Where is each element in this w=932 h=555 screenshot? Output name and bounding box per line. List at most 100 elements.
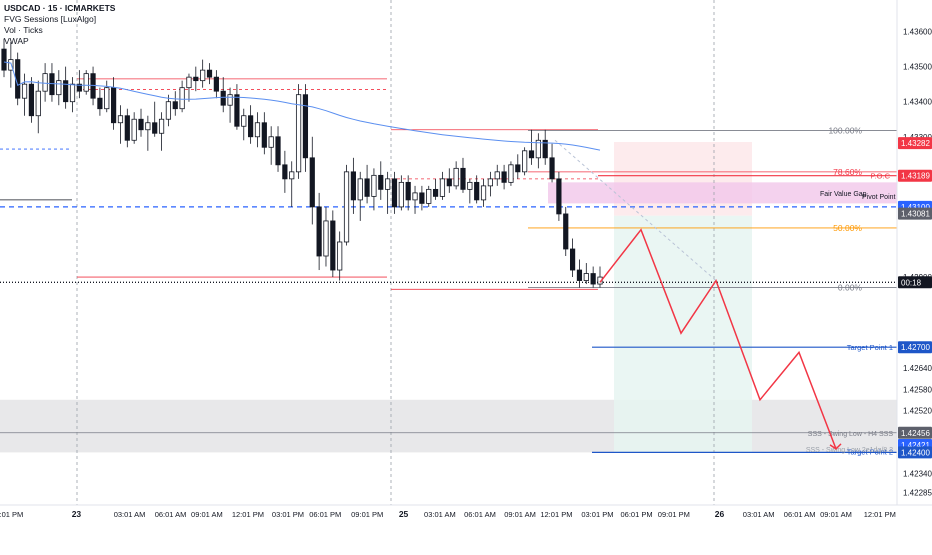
candle-body-38: [261, 122, 267, 148]
candle-body-8: [56, 80, 62, 96]
fib-label-1: 78.60%: [833, 167, 862, 177]
candle-body-73: [501, 171, 507, 183]
candle-body-55: [378, 174, 384, 190]
candle-body-28: [193, 76, 199, 82]
candle-body-32: [220, 90, 226, 106]
sss1-label: SSS - Swing Low - H4 SSS: [808, 431, 894, 438]
candle-body-70: [480, 185, 487, 201]
fvg-zone: [548, 182, 897, 204]
y-tick-label-5: 1.42640: [903, 364, 932, 373]
x-tick-label-7: 06:01 PM: [309, 510, 341, 519]
legend-indicator-vol[interactable]: Vol · Ticks: [4, 25, 43, 35]
candle-body-22: [152, 122, 158, 134]
candle-body-23: [158, 118, 165, 134]
candle-body-39: [268, 136, 274, 148]
x-tick-label-1: 23: [72, 509, 82, 519]
candle-body-63: [432, 188, 439, 197]
candle-body-77: [528, 150, 535, 159]
sss-zone: [0, 399, 897, 453]
risk-zone: [614, 142, 752, 216]
fib-label-0: 100.00%: [828, 125, 862, 135]
price-tag-0: [898, 137, 932, 150]
candle-body-86: [590, 273, 596, 285]
candle-body-52: [357, 178, 363, 201]
candle-body-83: [569, 248, 576, 271]
y-tick-label-8: 1.42340: [903, 469, 932, 478]
candle-body-29: [200, 69, 206, 82]
sss2-label: SSS - Swing Low 2e1dg/8 2: [806, 447, 893, 454]
candle-body-17: [117, 115, 124, 124]
legend-indicator-fvg[interactable]: FVG Sessions [LuxAlgo]: [4, 14, 97, 24]
price-tag-3: [898, 207, 932, 220]
candle-body-78: [535, 139, 541, 159]
candle-body-54: [371, 174, 377, 197]
candle-body-64: [439, 178, 446, 197]
candle-body-59: [405, 181, 411, 201]
candle-body-3: [21, 83, 28, 99]
candle-body-9: [63, 80, 69, 103]
candle-body-82: [563, 213, 569, 250]
candle-body-14: [97, 97, 103, 110]
x-tick-label-16: 09:01 PM: [658, 510, 690, 519]
x-tick-label-8: 09:01 PM: [351, 510, 383, 519]
candle-body-41: [282, 164, 288, 180]
candle-body-30: [206, 69, 213, 78]
candle-body-76: [522, 150, 528, 173]
candle-body-26: [179, 87, 185, 110]
y-tick-label-2: 1.43400: [903, 98, 932, 107]
candle-body-56: [385, 178, 391, 190]
price-tag-6: [898, 426, 932, 439]
fvg-label: Fair Value Gap: [820, 191, 867, 198]
y-tick-label-9: 1.42285: [903, 489, 932, 498]
candle-body-11: [76, 83, 82, 92]
candle-body-53: [364, 178, 370, 197]
candle-body-46: [316, 206, 322, 257]
candle-body-10: [69, 83, 76, 103]
candle-body-1: [8, 59, 14, 71]
legend-indicator-vwap[interactable]: VWAP: [4, 36, 29, 46]
candle-body-47: [323, 220, 329, 257]
candle-body-71: [487, 178, 493, 187]
candle-body-62: [426, 188, 432, 204]
candle-body-6: [42, 73, 48, 92]
price-tag-5: [898, 341, 932, 354]
x-tick-label-19: 06:01 AM: [784, 510, 816, 519]
candle-body-50: [343, 171, 350, 243]
candle-body-49: [337, 241, 343, 271]
legend-symbol[interactable]: USDCAD · 15 · ICMARKETS: [4, 3, 116, 13]
x-tick-label-21: 12:01 PM: [864, 510, 896, 519]
x-tick-label-11: 06:01 AM: [464, 510, 496, 519]
candle-body-58: [398, 181, 404, 208]
y-tick-label-0: 1.43600: [903, 28, 932, 37]
candle-body-75: [515, 164, 521, 173]
x-tick-label-2: 03:01 AM: [114, 510, 146, 519]
candle-body-34: [234, 94, 240, 127]
candle-body-33: [227, 94, 233, 106]
price-tag-label-3: 1.43081: [901, 210, 930, 219]
price-tag-label-4: 00:18: [901, 278, 922, 287]
candle-body-68: [467, 181, 473, 190]
price-tag-8: [898, 446, 932, 459]
vwap-line: [3, 61, 601, 151]
candle-body-84: [576, 269, 583, 281]
price-tag-label-8: 1.42400: [901, 448, 930, 457]
x-tick-label-5: 12:01 PM: [232, 510, 264, 519]
candle-body-51: [350, 171, 356, 201]
x-tick-label-12: 09:01 AM: [504, 510, 536, 519]
candle-body-72: [494, 171, 500, 180]
x-tick-label-18: 03:01 AM: [743, 510, 775, 519]
candle-body-24: [165, 101, 172, 120]
x-tick-label-3: 06:01 AM: [155, 510, 187, 519]
projection-arrowhead: [829, 443, 842, 450]
candle-body-60: [412, 192, 418, 201]
x-tick-label-13: 12:01 PM: [540, 510, 572, 519]
price-tag-4: [898, 276, 932, 289]
price-tag-label-0: 1.43282: [901, 139, 930, 148]
candle-body-20: [138, 118, 144, 131]
y-tick-label-1: 1.43500: [903, 63, 932, 72]
candle-body-79: [542, 139, 548, 159]
candle-body-85: [583, 273, 589, 281]
candle-body-43: [295, 94, 302, 173]
